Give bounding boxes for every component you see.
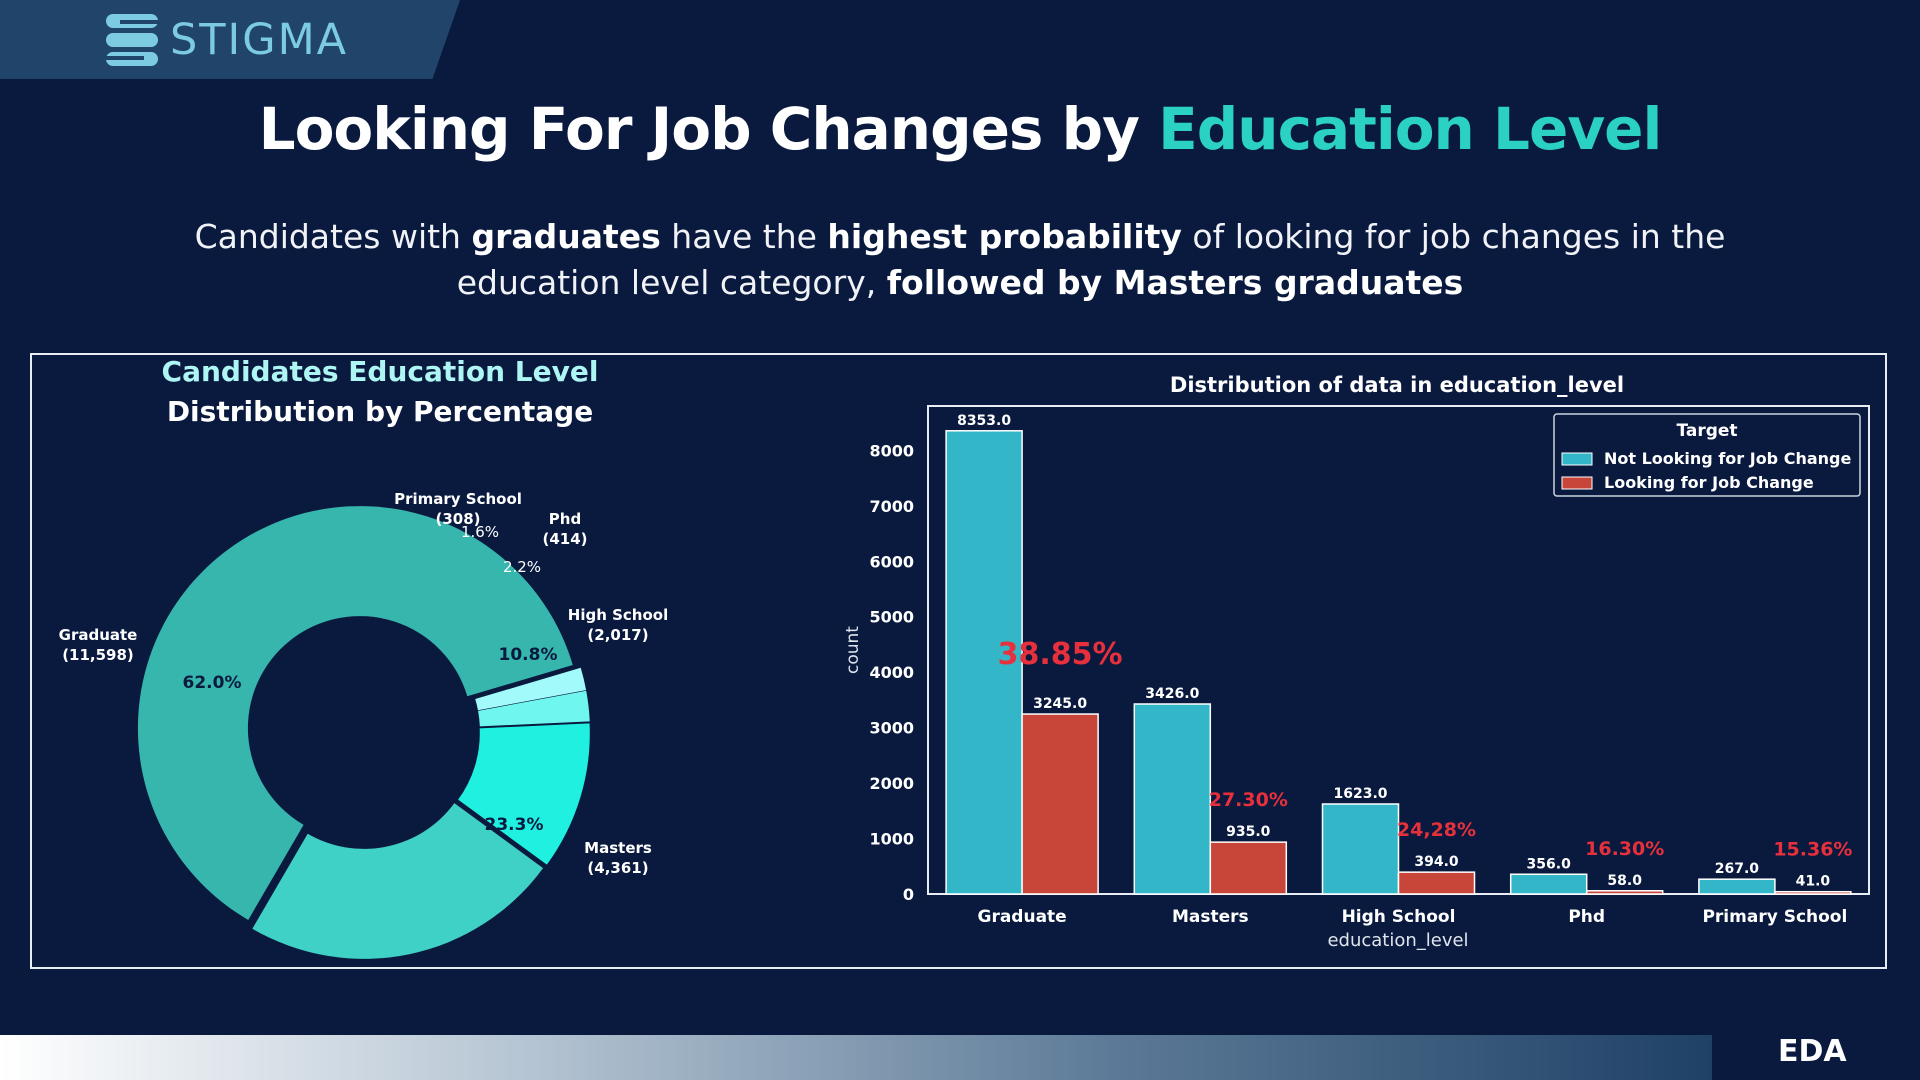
- donut-percent-label: 1.6%: [461, 523, 499, 541]
- subtitle-bold: followed by Masters graduates: [886, 263, 1464, 302]
- bar-not-looking: [1509, 873, 1588, 895]
- brand-logo: STIGMA: [104, 10, 348, 70]
- donut-slice-phd: [478, 690, 590, 727]
- y-tick-label: 6000: [869, 552, 914, 571]
- x-tick-label: Graduate: [977, 907, 1066, 927]
- subtitle-bold: graduates: [471, 217, 661, 256]
- donut-percent-label: 2.2%: [503, 558, 541, 576]
- x-tick-label: Masters: [1172, 907, 1249, 927]
- donut-slice-high-school: [458, 723, 590, 865]
- donut-slice-primary-school: [475, 667, 587, 711]
- donut-slice-masters: [252, 803, 544, 959]
- donut-category-label: Graduate (11,598): [59, 626, 138, 664]
- donut-category-label: High School (2,017): [568, 606, 668, 644]
- bar-not-looking: [1133, 703, 1212, 895]
- x-tick-label: Primary School: [1702, 907, 1847, 927]
- bar-looking: [1774, 890, 1852, 895]
- y-tick-label: 3000: [869, 719, 914, 738]
- subtitle-bold: highest probability: [827, 217, 1182, 256]
- donut-category-label: Phd (414): [542, 510, 587, 548]
- title-prefix: Looking For Job Changes by: [258, 95, 1159, 163]
- donut-category-label: Primary School (308): [394, 490, 522, 528]
- page-title: Looking For Job Changes by Education Lev…: [0, 95, 1920, 163]
- donut-chart-title: Candidates Education Level Distribution …: [105, 352, 655, 432]
- stigma-logo-icon: [104, 14, 160, 66]
- percent-annotation: 16.30%: [1585, 838, 1664, 860]
- title-accent: Education Level: [1158, 95, 1662, 163]
- donut-title-line1: Candidates Education Level: [161, 355, 599, 388]
- bar-value-label: 267.0: [1715, 861, 1760, 877]
- y-tick-label: 7000: [869, 497, 914, 516]
- bar-value-label: 8353.0: [957, 413, 1011, 429]
- bar-looking: [1585, 890, 1664, 895]
- bar-value-label: 935.0: [1226, 824, 1271, 840]
- percent-annotation: 27.30%: [1209, 789, 1288, 811]
- legend-label: Not Looking for Job Change: [1604, 449, 1851, 468]
- y-tick-label: 2000: [869, 774, 914, 793]
- legend-title: Target: [1676, 421, 1737, 441]
- donut-category-label: Masters (4,361): [584, 839, 652, 877]
- y-tick-label: 8000: [869, 441, 914, 460]
- y-axis-label: count: [843, 626, 863, 674]
- donut-percent-label: 10.8%: [499, 645, 558, 665]
- donut-slice-graduate: [137, 506, 573, 920]
- x-axis-label: education_level: [1327, 930, 1468, 951]
- donut-percent-label: 23.3%: [485, 815, 544, 835]
- bar-value-label: 1623.0: [1333, 786, 1387, 802]
- bar-looking: [1397, 871, 1476, 895]
- legend-label: Looking for Job Change: [1604, 473, 1814, 492]
- percent-annotation: 38.85%: [998, 637, 1123, 672]
- bar-chart: Distribution of data in education_level …: [843, 373, 1870, 951]
- footer-band: [0, 1035, 1712, 1080]
- x-tick-label: High School: [1342, 907, 1456, 927]
- bar-value-label: 3426.0: [1145, 686, 1199, 702]
- legend-box: [1553, 413, 1861, 497]
- y-tick-label: 1000: [869, 830, 914, 849]
- x-tick-label: Phd: [1568, 907, 1605, 927]
- bar-chart-title: Distribution of data in education_level: [1170, 373, 1624, 397]
- subtitle-text: Candidates with: [194, 217, 472, 256]
- legend-swatch: [1561, 476, 1593, 490]
- percent-annotation: 15.36%: [1773, 839, 1852, 861]
- bar-looking: [1209, 841, 1288, 895]
- brand-name: STIGMA: [170, 15, 349, 65]
- bar-value-label: 3245.0: [1033, 696, 1087, 712]
- section-label: EDA: [1778, 1034, 1847, 1069]
- chart-legend: Target Not Looking for Job Change Looking …: [1553, 413, 1861, 497]
- bar-value-label: 394.0: [1414, 854, 1459, 870]
- bar-value-label: 41.0: [1796, 874, 1831, 890]
- bar-not-looking: [1321, 803, 1400, 895]
- chart-panel: [30, 353, 1887, 969]
- subtitle-text: have the: [660, 217, 828, 256]
- y-tick-label: 4000: [869, 663, 914, 682]
- page-subtitle: Candidates with graduates have the highe…: [160, 214, 1760, 306]
- subtitle-text: of looking for job changes in the: [1181, 217, 1726, 256]
- percent-annotation: 24,28%: [1397, 819, 1476, 841]
- bar-looking: [1021, 713, 1099, 895]
- y-tick-label: 0: [903, 885, 914, 904]
- subtitle-text: education level category,: [456, 263, 887, 302]
- y-tick-label: 5000: [869, 608, 914, 627]
- logo-band: [0, 0, 460, 79]
- bar-value-label: 58.0: [1607, 873, 1642, 889]
- legend-swatch: [1561, 452, 1593, 466]
- bar-not-looking: [945, 430, 1023, 895]
- donut-percent-label: 62.0%: [183, 673, 242, 693]
- bar-value-label: 356.0: [1527, 856, 1572, 872]
- donut-chart: Graduate (11,598) 62.0% Masters (4,361) 23.3%…: [59, 490, 668, 959]
- donut-title-line2: Distribution by Percentage: [166, 395, 594, 428]
- bar-not-looking: [1698, 878, 1776, 895]
